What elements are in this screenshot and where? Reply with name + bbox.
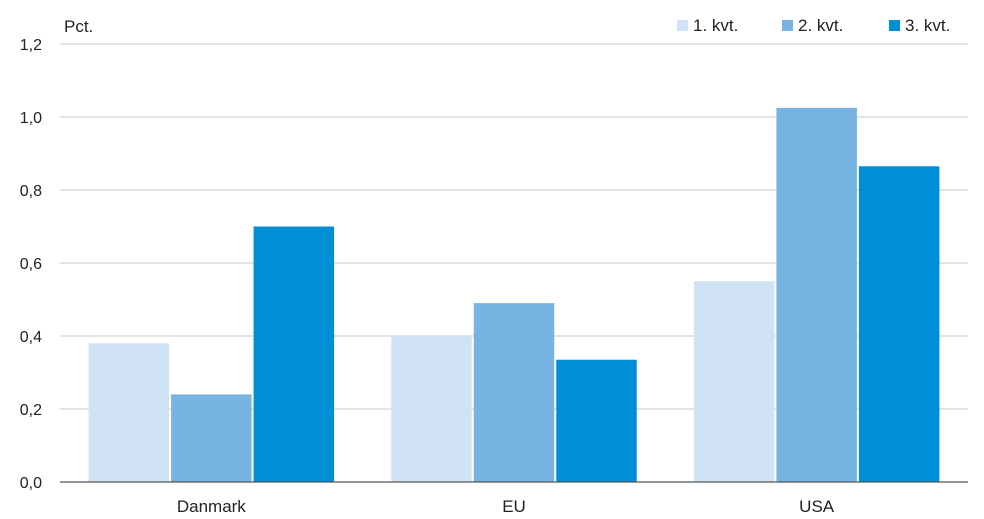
y-tick-label: 0,0 — [20, 475, 42, 492]
legend-swatch — [782, 20, 793, 31]
bar-eu-series-3 — [556, 359, 637, 482]
bar-danmark-series-3 — [253, 226, 335, 482]
category-label: USA — [799, 497, 835, 516]
bar-eu-series-1 — [391, 336, 472, 482]
bars — [88, 107, 940, 482]
y-tick-label: 0,6 — [20, 256, 42, 273]
bar-eu-series-2 — [473, 303, 555, 482]
y-tick-label: 0,2 — [20, 402, 42, 419]
category-labels: Danmark EU USA — [177, 497, 835, 516]
bar-danmark-series-2 — [171, 394, 252, 482]
bar-usa-series-3 — [858, 166, 940, 482]
legend-label: 2. kvt. — [798, 16, 843, 35]
bar-usa-series-1 — [693, 281, 775, 482]
y-tick-label: 1,2 — [20, 37, 42, 54]
legend-swatch — [677, 20, 688, 31]
legend-label: 3. kvt. — [905, 16, 950, 35]
legend-swatch — [889, 20, 900, 31]
unit-label: Pct. — [64, 17, 93, 36]
bar-danmark-series-1 — [88, 343, 170, 482]
y-tick-labels: 0,0 0,2 0,4 0,6 0,8 1,0 1,2 — [20, 37, 42, 492]
category-label: EU — [502, 497, 526, 516]
bar-usa-series-2 — [776, 107, 857, 482]
legend-label: 1. kvt. — [693, 16, 738, 35]
y-tick-label: 0,4 — [20, 329, 42, 346]
legend: 1. kvt. 2. kvt. 3. kvt. — [677, 16, 950, 35]
category-label: Danmark — [177, 497, 246, 516]
y-tick-label: 1,0 — [20, 110, 42, 127]
y-tick-label: 0,8 — [20, 183, 42, 200]
